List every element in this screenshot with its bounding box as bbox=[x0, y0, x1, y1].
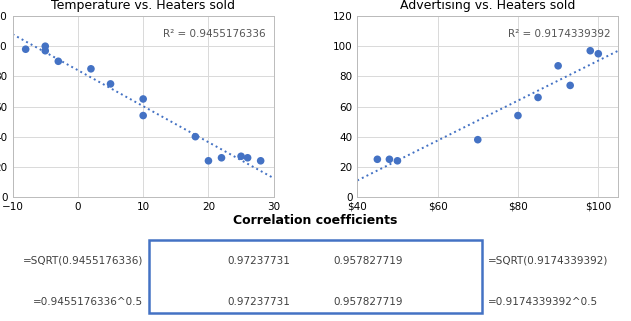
Text: R² = 0.9455176336: R² = 0.9455176336 bbox=[163, 29, 266, 39]
Point bbox=[533, 95, 543, 100]
Point bbox=[565, 83, 575, 88]
Title: Advertising vs. Heaters sold: Advertising vs. Heaters sold bbox=[400, 0, 575, 12]
Point bbox=[384, 157, 394, 162]
Text: 0.97237731: 0.97237731 bbox=[228, 256, 290, 266]
Text: Correlation coefficients: Correlation coefficients bbox=[233, 214, 398, 227]
Point bbox=[105, 81, 115, 86]
Point bbox=[242, 155, 252, 160]
Point bbox=[585, 48, 595, 53]
Point bbox=[191, 134, 201, 139]
Point bbox=[216, 155, 227, 160]
Text: =SQRT(0.9174339392): =SQRT(0.9174339392) bbox=[488, 256, 608, 266]
Point bbox=[392, 158, 403, 163]
Point bbox=[40, 48, 50, 53]
Point bbox=[372, 157, 382, 162]
Point bbox=[256, 158, 266, 163]
Text: 0.957827719: 0.957827719 bbox=[334, 256, 403, 266]
Point bbox=[138, 113, 148, 118]
Point bbox=[553, 63, 563, 68]
Point bbox=[203, 158, 213, 163]
Point bbox=[40, 44, 50, 49]
Text: R² = 0.9174339392: R² = 0.9174339392 bbox=[508, 29, 611, 39]
Point bbox=[473, 137, 483, 142]
Point bbox=[21, 47, 31, 52]
Text: =0.9455176336^0.5: =0.9455176336^0.5 bbox=[33, 297, 143, 307]
Text: 0.97237731: 0.97237731 bbox=[228, 297, 290, 307]
Point bbox=[236, 154, 246, 159]
Title: Temperature vs. Heaters sold: Temperature vs. Heaters sold bbox=[51, 0, 235, 12]
Point bbox=[53, 59, 63, 64]
Point bbox=[593, 51, 603, 56]
Point bbox=[138, 96, 148, 101]
FancyBboxPatch shape bbox=[149, 240, 482, 313]
Point bbox=[86, 66, 96, 71]
Text: 0.957827719: 0.957827719 bbox=[334, 297, 403, 307]
Point bbox=[513, 113, 523, 118]
Text: =0.9174339392^0.5: =0.9174339392^0.5 bbox=[488, 297, 598, 307]
Text: =SQRT(0.9455176336): =SQRT(0.9455176336) bbox=[23, 256, 143, 266]
